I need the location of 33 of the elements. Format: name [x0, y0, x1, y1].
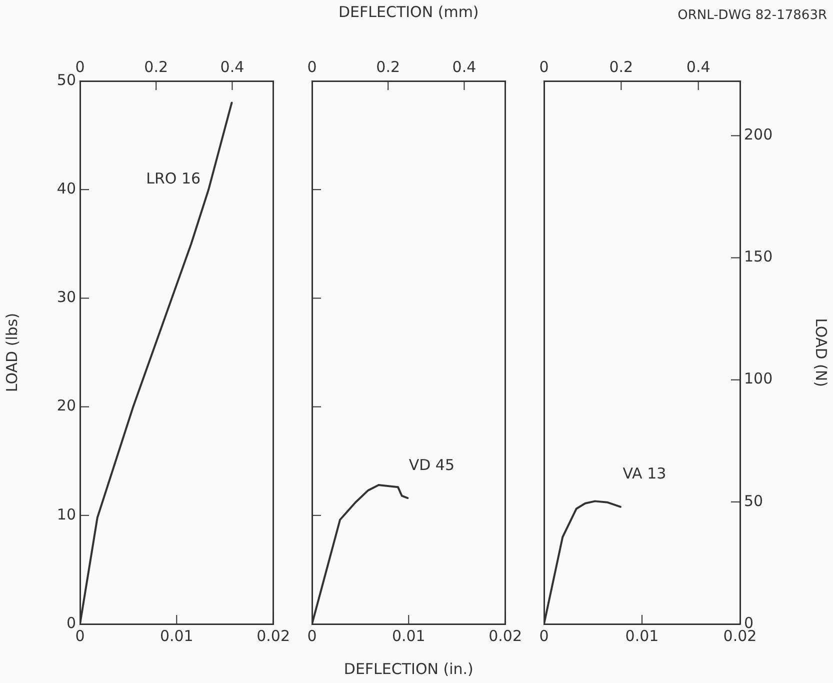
y2-tick-label: 200 [744, 126, 773, 144]
y-tick-label: 50 [56, 70, 76, 89]
x2-tick-label: 0 [307, 58, 317, 76]
x-tick-label: 0.01 [160, 626, 194, 645]
y-tick-label: 40 [56, 179, 76, 198]
x-tick-label: 0 [539, 626, 549, 645]
y-tick-label: 30 [56, 288, 76, 306]
y2-tick-label: 150 [744, 248, 773, 266]
y2-tick-label: 50 [744, 492, 764, 510]
x2-tick-label: 0.2 [609, 58, 634, 76]
series-label: LRO 16 [146, 169, 201, 188]
y-tick-label: 20 [56, 396, 76, 415]
x2-tick-label: 0.2 [376, 58, 400, 76]
x-tick-label: 0.02 [488, 626, 522, 645]
x2-tick-label: 0.4 [686, 58, 710, 76]
x2-tick-label: 0 [539, 58, 549, 76]
x2-tick-label: 0.4 [220, 58, 244, 76]
x-tick-label: 0 [307, 626, 317, 645]
y-axis-title: LOAD (lbs) [2, 312, 21, 392]
y-tick-label: 10 [56, 505, 76, 524]
x-tick-label: 0.02 [256, 626, 290, 645]
x-tick-label: 0.01 [625, 626, 659, 645]
x-tick-label: 0.01 [392, 626, 426, 645]
y2-tick-label: 100 [744, 370, 773, 388]
series-label: VD 45 [408, 456, 455, 474]
x-axis-title: DEFLECTION (in.) [344, 660, 474, 678]
series-label: VA 13 [622, 464, 666, 483]
text: ORNL-DWG 82-17863R [678, 8, 827, 23]
x2-tick-label: 0.4 [452, 58, 476, 76]
y2-axis-title: LOAD (N) [812, 318, 830, 387]
y-tick-label: 0 [66, 614, 76, 632]
x2-axis-title: DEFLECTION (mm) [338, 2, 479, 21]
x2-tick-label: 0.2 [144, 58, 168, 76]
